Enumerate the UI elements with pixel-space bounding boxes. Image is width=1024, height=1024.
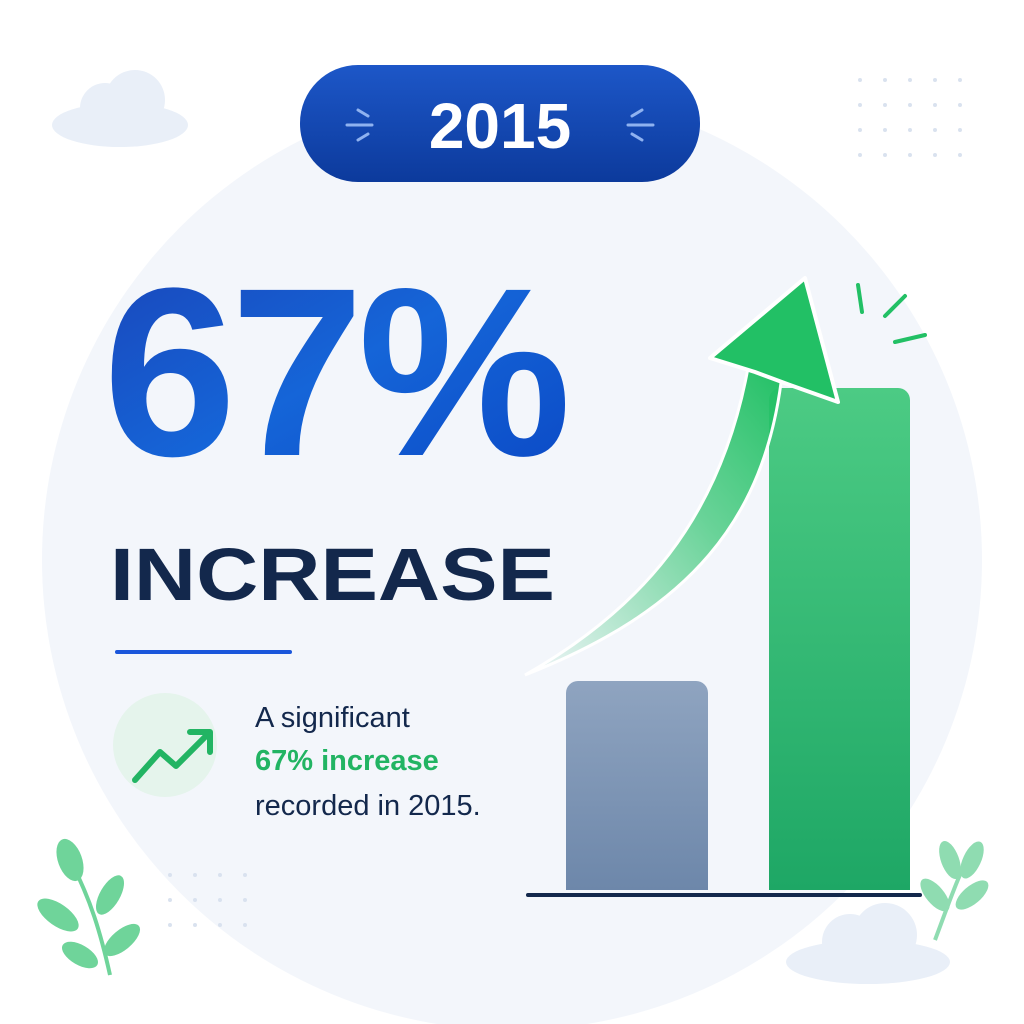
- backdrop-circle: [42, 90, 982, 1024]
- trend-icon: [132, 729, 213, 783]
- year: 2015: [429, 90, 571, 162]
- trend-icon-bg: [113, 693, 217, 797]
- cloud: [52, 70, 188, 147]
- growth-arrow-head: [708, 276, 840, 404]
- plant: [920, 840, 989, 941]
- description-line: recorded in 2015.: [255, 790, 481, 822]
- dot-grid: [168, 78, 962, 927]
- after-bar: [769, 388, 910, 890]
- headline-value: 67%: [103, 238, 566, 506]
- description-line: A significant: [255, 702, 410, 734]
- sparkle: [856, 283, 927, 344]
- year-badge: [300, 65, 700, 182]
- description-highlight: 67% increase: [255, 745, 439, 777]
- plant: [37, 838, 141, 976]
- headline-label: INCREASE: [110, 533, 555, 616]
- badge-accent: [345, 108, 655, 142]
- cloud: [786, 903, 950, 984]
- before-bar: [566, 681, 708, 890]
